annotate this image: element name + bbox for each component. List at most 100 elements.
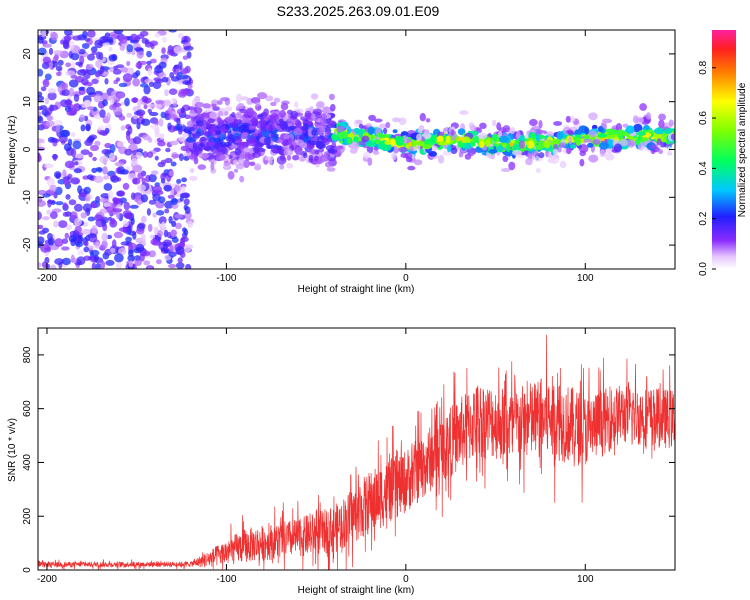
- spectrogram-cell: [416, 133, 422, 141]
- spectrogram-cell: [91, 225, 98, 234]
- spectrogram-cell: [126, 60, 131, 67]
- spectrogram-cell: [107, 95, 113, 101]
- spectrogram-cell: [120, 169, 129, 175]
- spectrogram-cell: [116, 64, 125, 69]
- spectrogram-cell: [53, 220, 59, 228]
- spectrogram-cell: [70, 177, 81, 185]
- spectrogram-cell: [154, 155, 159, 161]
- spectrogram-cell: [42, 193, 51, 198]
- spectrogram-cell: [202, 103, 212, 109]
- spectrogram-cell: [83, 186, 91, 195]
- spectrogram-cell: [87, 106, 95, 111]
- spectrogram-cell: [199, 142, 205, 148]
- spectrogram-cell: [112, 197, 119, 203]
- spectrogram-cell: [140, 215, 147, 223]
- y-tick-label: -10: [22, 190, 33, 205]
- spectrogram-cell: [118, 247, 127, 256]
- spectrogram-cell: [53, 120, 63, 126]
- spectrogram-cell: [169, 72, 175, 79]
- spectrogram-cell: [101, 148, 112, 155]
- spectrogram-cell: [123, 201, 130, 211]
- spectrogram-cell: [45, 120, 55, 127]
- spectrogram-cell: [166, 231, 172, 239]
- spectrogram-cell: [93, 175, 104, 184]
- spectrogram-cell: [136, 34, 145, 40]
- spectrogram-cell: [283, 134, 290, 140]
- spectrogram-cell: [54, 258, 64, 265]
- spectrogram-cell: [413, 159, 423, 166]
- spectrogram-cell: [257, 92, 268, 100]
- colorbar-tick-label: 0.0: [698, 262, 709, 276]
- spectrogram-cell: [219, 141, 227, 147]
- spectrogram-cell: [57, 59, 64, 66]
- spectrogram-cell: [180, 107, 185, 114]
- spectrogram-cell: [116, 141, 124, 148]
- spectrogram-cell: [55, 124, 61, 132]
- spectrogram-cell: [597, 125, 604, 133]
- spectrogram-cell: [279, 109, 286, 118]
- spectrogram-cell: [239, 175, 245, 183]
- spectrogram-cell: [143, 260, 151, 266]
- colorbar-tick-label: 0.6: [698, 111, 709, 125]
- spectrogram-cell: [62, 169, 67, 177]
- spectrogram-cell: [140, 233, 146, 242]
- spectrogram-cell: [73, 168, 82, 174]
- spectrogram-cell: [47, 88, 57, 94]
- spectrogram-cell: [653, 127, 664, 135]
- spectrogram-cell: [177, 257, 183, 264]
- spectrogram-cell: [109, 248, 116, 253]
- spectrogram-cell: [670, 133, 675, 141]
- spectrogram-cell: [147, 108, 152, 114]
- spectrogram-cell: [106, 112, 111, 121]
- spectrogram-cell: [167, 49, 176, 56]
- spectrogram-cell: [293, 127, 303, 136]
- spectrogram-cell: [99, 155, 109, 164]
- spectrogram-cell: [209, 111, 219, 119]
- spectrogram-cell: [146, 50, 152, 58]
- spectrogram-cell: [367, 126, 375, 135]
- spectrogram-cell: [170, 161, 177, 167]
- spectrogram-cell: [137, 222, 146, 230]
- spectrogram-cell: [182, 132, 189, 138]
- spectrogram-cell: [255, 120, 265, 129]
- spectrogram-cell: [129, 204, 139, 209]
- spectrogram-cell: [636, 131, 647, 136]
- spectrogram-cell: [61, 246, 70, 251]
- spectrogram-cell: [478, 133, 488, 140]
- spectrogram-cell: [599, 149, 606, 158]
- spectrogram-cell: [187, 155, 197, 160]
- figure-title: S233.2025.263.09.01.E09: [277, 3, 440, 19]
- spectrogram-cell: [118, 82, 128, 88]
- spectrogram-cell: [224, 106, 233, 112]
- spectrogram-cell: [556, 131, 564, 140]
- spectrogram-cell: [101, 240, 108, 249]
- spectrogram-cell: [76, 256, 86, 266]
- spectrogram-cell: [112, 208, 123, 213]
- spectrogram-cell: [575, 137, 582, 146]
- spectrogram-cell: [270, 101, 277, 107]
- spectrogram-cell: [295, 139, 305, 146]
- spectrogram-cell: [398, 146, 408, 153]
- spectrogram-cell: [579, 158, 585, 167]
- spectrogram-cell: [38, 111, 42, 117]
- spectrogram-cell: [110, 175, 119, 183]
- spectrogram-cell: [286, 155, 292, 161]
- spectrogram-cell: [323, 151, 330, 157]
- spectrogram-cell: [509, 127, 516, 134]
- spectrogram-cell: [124, 97, 130, 107]
- spectrogram-cell: [38, 236, 45, 245]
- spectrogram-cell: [113, 30, 124, 35]
- spectrogram-cell: [183, 198, 190, 206]
- colorbar-tick-label: 0.4: [698, 161, 709, 175]
- spectrogram-cell: [114, 253, 124, 263]
- spectrogram-cell: [68, 199, 77, 206]
- spectrogram-cell: [164, 208, 170, 214]
- spectrogram-cell: [506, 143, 511, 153]
- spectrogram-cell: [235, 93, 243, 103]
- spectrogram-cell: [49, 211, 58, 220]
- spectrogram-cell: [70, 254, 75, 263]
- spectrogram-cell: [224, 111, 229, 116]
- spectrogram-cell: [363, 151, 371, 159]
- spectrogram-cell: [162, 36, 167, 43]
- spectrogram-cell: [189, 168, 195, 173]
